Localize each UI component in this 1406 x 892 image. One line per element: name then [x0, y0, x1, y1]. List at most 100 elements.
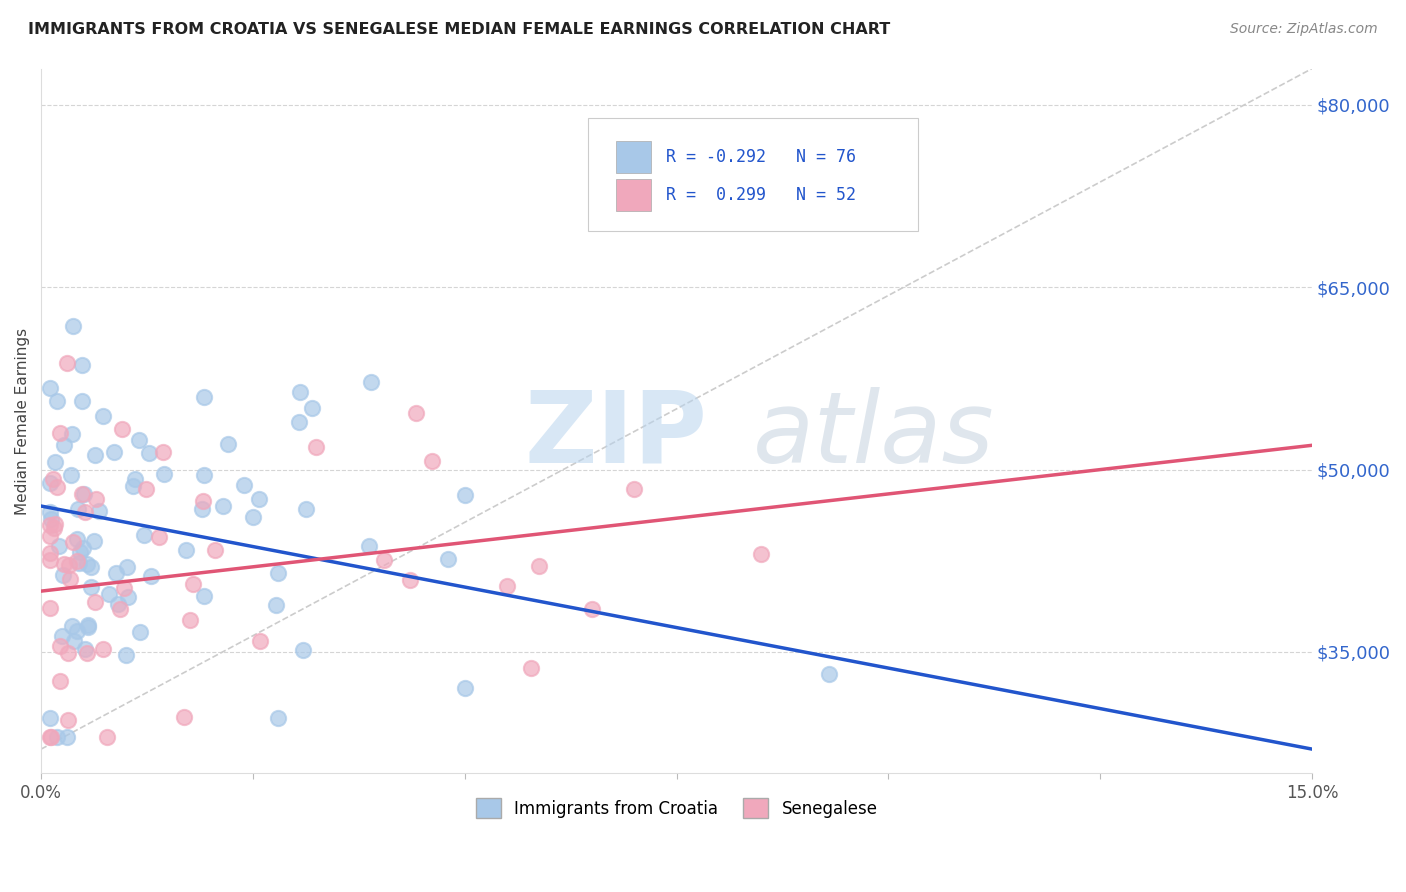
- Point: [454, 488, 477, 502]
- Point: [38, 553, 60, 567]
- Point: [93, 641, 115, 656]
- Point: [38, 730, 60, 744]
- Point: [398, 574, 420, 588]
- Point: [55, 730, 77, 744]
- Point: [193, 390, 215, 404]
- Point: [38, 546, 60, 560]
- Text: ZIP: ZIP: [524, 386, 707, 483]
- Point: [107, 597, 129, 611]
- Point: [70, 394, 93, 409]
- Point: [66, 624, 89, 638]
- Point: [62, 535, 84, 549]
- Point: [437, 551, 460, 566]
- Point: [267, 566, 290, 580]
- Point: [818, 666, 841, 681]
- Point: [69, 545, 91, 559]
- Point: [129, 625, 152, 640]
- Point: [148, 530, 170, 544]
- Y-axis label: Median Female Earnings: Median Female Earnings: [15, 327, 30, 515]
- Point: [42, 472, 65, 486]
- Point: [39, 512, 62, 526]
- Point: [73, 505, 96, 519]
- FancyBboxPatch shape: [588, 118, 918, 231]
- Point: [301, 401, 323, 415]
- Point: [38, 475, 60, 490]
- Point: [83, 595, 105, 609]
- Point: [87, 504, 110, 518]
- Point: [51, 629, 73, 643]
- Point: [193, 468, 215, 483]
- Point: [70, 358, 93, 372]
- Point: [38, 529, 60, 543]
- Point: [38, 601, 60, 615]
- Legend: Immigrants from Croatia, Senegalese: Immigrants from Croatia, Senegalese: [470, 791, 884, 825]
- Point: [84, 491, 107, 506]
- Point: [360, 375, 382, 389]
- Point: [91, 409, 114, 424]
- Point: [59, 573, 82, 587]
- Point: [581, 602, 603, 616]
- Point: [115, 560, 138, 574]
- Point: [190, 502, 212, 516]
- Point: [58, 713, 80, 727]
- Point: [44, 455, 66, 469]
- Point: [80, 580, 103, 594]
- Point: [62, 633, 84, 648]
- Point: [117, 590, 139, 604]
- Point: [527, 558, 550, 573]
- FancyBboxPatch shape: [616, 141, 651, 173]
- Point: [103, 445, 125, 459]
- Point: [112, 581, 135, 595]
- Point: [249, 634, 271, 648]
- Point: [38, 711, 60, 725]
- Point: [66, 554, 89, 568]
- Point: [128, 434, 150, 448]
- Text: IMMIGRANTS FROM CROATIA VS SENEGALESE MEDIAN FEMALE EARNINGS CORRELATION CHART: IMMIGRANTS FROM CROATIA VS SENEGALESE ME…: [28, 22, 890, 37]
- Point: [152, 444, 174, 458]
- Point: [76, 646, 98, 660]
- Point: [83, 533, 105, 548]
- Point: [41, 730, 63, 744]
- Point: [38, 381, 60, 395]
- Point: [45, 393, 67, 408]
- Point: [111, 422, 134, 436]
- Point: [72, 541, 94, 555]
- Point: [76, 557, 98, 571]
- Point: [121, 479, 143, 493]
- Text: atlas: atlas: [752, 386, 994, 483]
- Point: [60, 427, 83, 442]
- Point: [124, 472, 146, 486]
- Point: [72, 487, 94, 501]
- Point: [59, 467, 82, 482]
- Text: Source: ZipAtlas.com: Source: ZipAtlas.com: [1230, 22, 1378, 37]
- Point: [179, 613, 201, 627]
- Point: [52, 568, 75, 582]
- Point: [45, 480, 67, 494]
- Point: [247, 492, 270, 507]
- Point: [75, 642, 97, 657]
- Point: [42, 520, 65, 534]
- Point: [53, 437, 76, 451]
- Point: [77, 620, 100, 634]
- Point: [174, 543, 197, 558]
- Point: [110, 602, 132, 616]
- Point: [304, 440, 326, 454]
- Point: [38, 505, 60, 519]
- Text: R = -0.292   N = 76: R = -0.292 N = 76: [666, 148, 856, 166]
- Point: [138, 445, 160, 459]
- Point: [115, 648, 138, 662]
- Text: R =  0.299   N = 52: R = 0.299 N = 52: [666, 186, 856, 204]
- Point: [56, 646, 79, 660]
- Point: [62, 619, 84, 633]
- Point: [66, 532, 89, 546]
- Point: [373, 553, 395, 567]
- FancyBboxPatch shape: [616, 179, 651, 211]
- Point: [58, 558, 80, 572]
- Point: [135, 482, 157, 496]
- Point: [67, 557, 90, 571]
- Point: [422, 453, 444, 467]
- Point: [153, 467, 176, 481]
- Point: [73, 487, 96, 501]
- Point: [141, 569, 163, 583]
- Point: [49, 639, 72, 653]
